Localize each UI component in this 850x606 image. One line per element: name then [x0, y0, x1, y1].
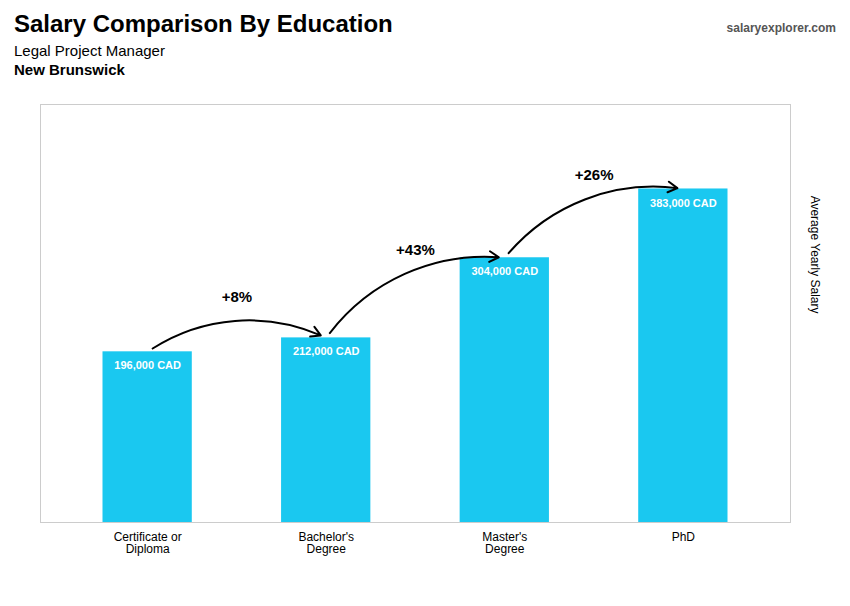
- svg-text:212,000 CAD: 212,000 CAD: [293, 345, 360, 357]
- svg-text:+43%: +43%: [396, 241, 435, 258]
- svg-text:+26%: +26%: [575, 166, 614, 183]
- svg-text:+8%: +8%: [222, 288, 252, 305]
- html-text:Salary Comparison By Education: Salary Comparison By Education: [14, 10, 393, 37]
- svg-text:304,000 CAD: 304,000 CAD: [471, 265, 538, 277]
- html-text:salaryexplorer.com: salaryexplorer.com: [726, 21, 836, 35]
- svg-text:Master'sDegree: Master'sDegree: [482, 530, 527, 556]
- svg-text:Certificate orDiploma: Certificate orDiploma: [114, 530, 182, 556]
- svg-text:383,000 CAD: 383,000 CAD: [650, 196, 717, 208]
- html-text:New Brunswick: New Brunswick: [14, 61, 125, 78]
- svg-text:PhD: PhD: [672, 530, 696, 544]
- svg-text:Bachelor'sDegree: Bachelor'sDegree: [298, 530, 354, 556]
- html-text:Legal Project Manager: Legal Project Manager: [14, 42, 165, 59]
- svg-text:Average Yearly Salary: Average Yearly Salary: [808, 196, 822, 314]
- svg-text:196,000 CAD: 196,000 CAD: [114, 359, 181, 371]
